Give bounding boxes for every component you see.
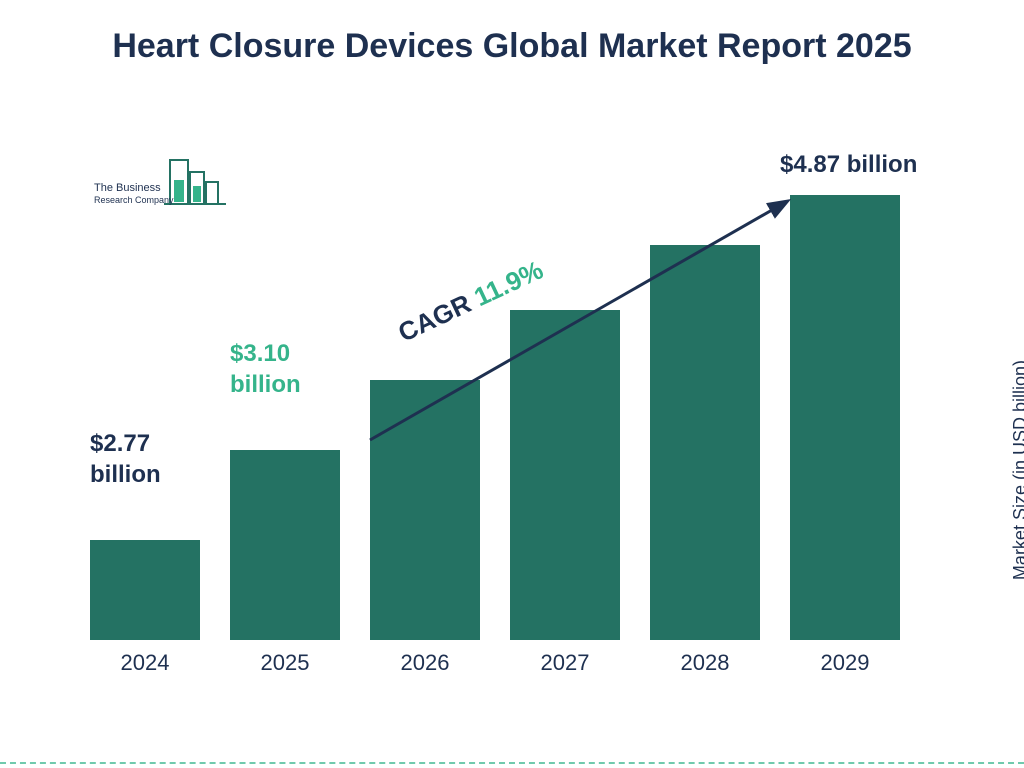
y-axis-label: Market Size (in USD billion) bbox=[1010, 360, 1024, 580]
value-label: $2.77billion bbox=[90, 428, 161, 490]
value-label: $3.10billion bbox=[230, 338, 301, 400]
value-label: $4.87 billion bbox=[780, 149, 917, 180]
bottom-divider bbox=[0, 762, 1024, 764]
chart-area: 202420252026202720282029 CAGR 11.9% $2.7… bbox=[80, 140, 940, 700]
chart-title: Heart Closure Devices Global Market Repo… bbox=[0, 24, 1024, 68]
trend-arrow bbox=[80, 140, 940, 700]
